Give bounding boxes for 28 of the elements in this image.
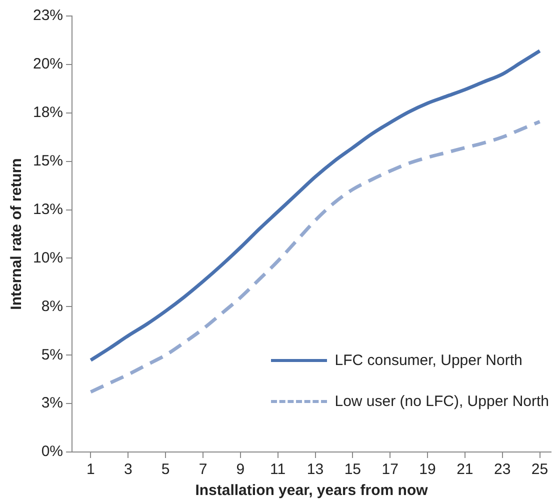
y-tick-label: 23% <box>32 7 64 24</box>
x-tick-label: 25 <box>531 461 548 478</box>
x-tick-label: 9 <box>236 461 245 478</box>
y-tick-label: 3% <box>41 394 64 412</box>
y-tick-label: 0% <box>41 443 64 460</box>
x-tick-label: 1 <box>86 461 95 478</box>
y-tick-label: 10% <box>32 249 64 266</box>
y-tick-label: 18% <box>32 104 64 122</box>
y-axis-title: Internal rate of return <box>8 158 26 310</box>
x-tick-label: 21 <box>456 461 474 478</box>
y-tick-label: 15% <box>32 152 64 170</box>
y-tick-label: 20% <box>32 56 64 73</box>
y-tick-label: 8% <box>41 298 64 315</box>
y-tick-label: 13% <box>32 200 64 218</box>
legend-label: Low user (no LFC), Upper North <box>334 393 549 410</box>
y-tick-label: 5% <box>41 346 64 364</box>
x-tick-label: 5 <box>161 461 170 478</box>
x-tick-label: 7 <box>198 461 208 478</box>
line-series <box>88 120 542 394</box>
legend-label: LFC consumer, Upper North <box>334 352 522 369</box>
x-tick-label: 13 <box>306 461 324 478</box>
x-tick-label: 19 <box>419 461 436 478</box>
x-tick-label: 17 <box>382 461 398 478</box>
x-tick-label: 15 <box>344 461 362 478</box>
x-axis-title: Installation year, years from now <box>195 482 428 500</box>
x-tick-label: 3 <box>124 461 132 478</box>
x-tick-label: 23 <box>494 461 511 478</box>
x-tick-label: 11 <box>270 461 286 478</box>
